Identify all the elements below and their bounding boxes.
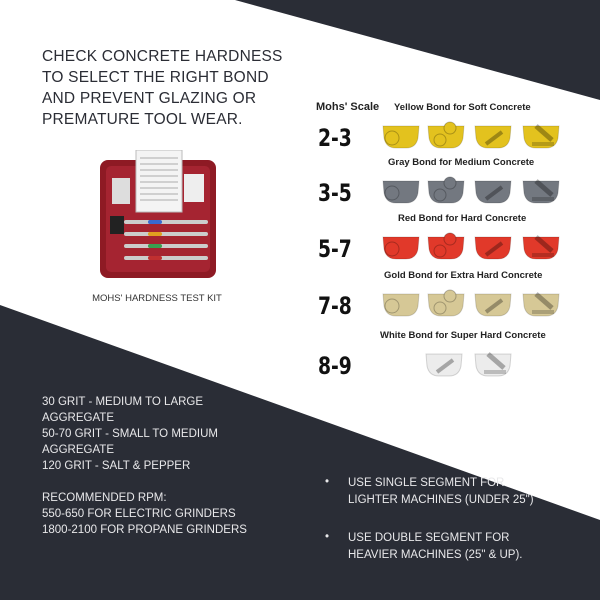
bullet-icon: • — [325, 531, 330, 543]
hardness-range: 5-7 — [318, 235, 352, 263]
grit-line: AGGREGATE — [42, 412, 114, 424]
grinding-segment-image — [382, 180, 420, 204]
bond-title: Gold Bond for Extra Hard Concrete — [384, 270, 543, 281]
grit-line: 120 GRIT - SALT & PEPPER — [42, 460, 191, 472]
grinding-segment-image — [382, 125, 420, 149]
grinding-segment-image — [427, 232, 465, 260]
bullet-icon: • — [325, 476, 330, 488]
bullet-line: HEAVIER MACHINES (25" & UP). — [348, 549, 523, 561]
bond-title: Yellow Bond for Soft Concrete — [394, 102, 531, 113]
hardness-range: 2-3 — [318, 124, 352, 152]
mohs-scale-label: Mohs' Scale — [316, 101, 380, 113]
rpm-line: 1800-2100 FOR PROPANE GRINDERS — [42, 524, 247, 536]
grinding-segment-image — [427, 289, 465, 317]
headline-line: PREMATURE TOOL WEAR. — [42, 111, 243, 128]
grinding-segment-image — [522, 179, 560, 204]
top-dark-triangle — [235, 0, 600, 100]
grinding-segment-image — [382, 293, 420, 317]
headline: CHECK CONCRETE HARDNESS TO SELECT THE RI… — [42, 46, 283, 130]
grinding-segment-image — [427, 121, 465, 149]
grit-line: AGGREGATE — [42, 444, 114, 456]
grinding-segment-image — [474, 125, 512, 149]
bullet-single-segment: USE SINGLE SEGMENT FOR LIGHTER MACHINES … — [348, 475, 534, 509]
grinding-segment-image — [425, 353, 463, 377]
bullet-line: LIGHTER MACHINES (UNDER 25") — [348, 494, 534, 506]
headline-line: TO SELECT THE RIGHT BOND — [42, 69, 269, 86]
grinding-segment-image — [474, 180, 512, 204]
hardness-range: 3-5 — [318, 179, 352, 207]
rpm-line: RECOMMENDED RPM: — [42, 492, 167, 504]
hardness-range: 8-9 — [318, 352, 352, 380]
grit-line: 50-70 GRIT - SMALL TO MEDIUM — [42, 428, 218, 440]
bullet-line: USE SINGLE SEGMENT FOR — [348, 477, 505, 489]
grit-info: 30 GRIT - MEDIUM TO LARGE AGGREGATE 50-7… — [42, 394, 218, 474]
bullet-double-segment: USE DOUBLE SEGMENT FOR HEAVIER MACHINES … — [348, 530, 523, 564]
bottom-dark-panel — [0, 305, 600, 600]
headline-line: CHECK CONCRETE HARDNESS — [42, 48, 283, 65]
bond-title: Red Bond for Hard Concrete — [398, 213, 527, 224]
grinding-segment-image — [522, 124, 560, 149]
bullet-line: USE DOUBLE SEGMENT FOR — [348, 532, 510, 544]
hardness-test-kit-image — [100, 150, 216, 278]
rpm-line: 550-650 FOR ELECTRIC GRINDERS — [42, 508, 236, 520]
grinding-segment-image — [474, 352, 512, 377]
grit-line: 30 GRIT - MEDIUM TO LARGE — [42, 396, 204, 408]
grinding-segment-image — [522, 235, 560, 260]
grinding-segment-image — [474, 293, 512, 317]
bond-title: White Bond for Super Hard Concrete — [380, 330, 546, 341]
grinding-segment-image — [427, 176, 465, 204]
bond-title: Gray Bond for Medium Concrete — [388, 157, 535, 168]
hardness-range: 7-8 — [318, 292, 352, 320]
grinding-segment-image — [522, 292, 560, 317]
grinding-segment-image — [382, 236, 420, 260]
kit-caption: MOHS' HARDNESS TEST KIT — [92, 293, 222, 304]
grinding-segment-image — [474, 236, 512, 260]
rpm-info: RECOMMENDED RPM: 550-650 FOR ELECTRIC GR… — [42, 490, 247, 538]
headline-line: AND PREVENT GLAZING OR — [42, 90, 257, 107]
